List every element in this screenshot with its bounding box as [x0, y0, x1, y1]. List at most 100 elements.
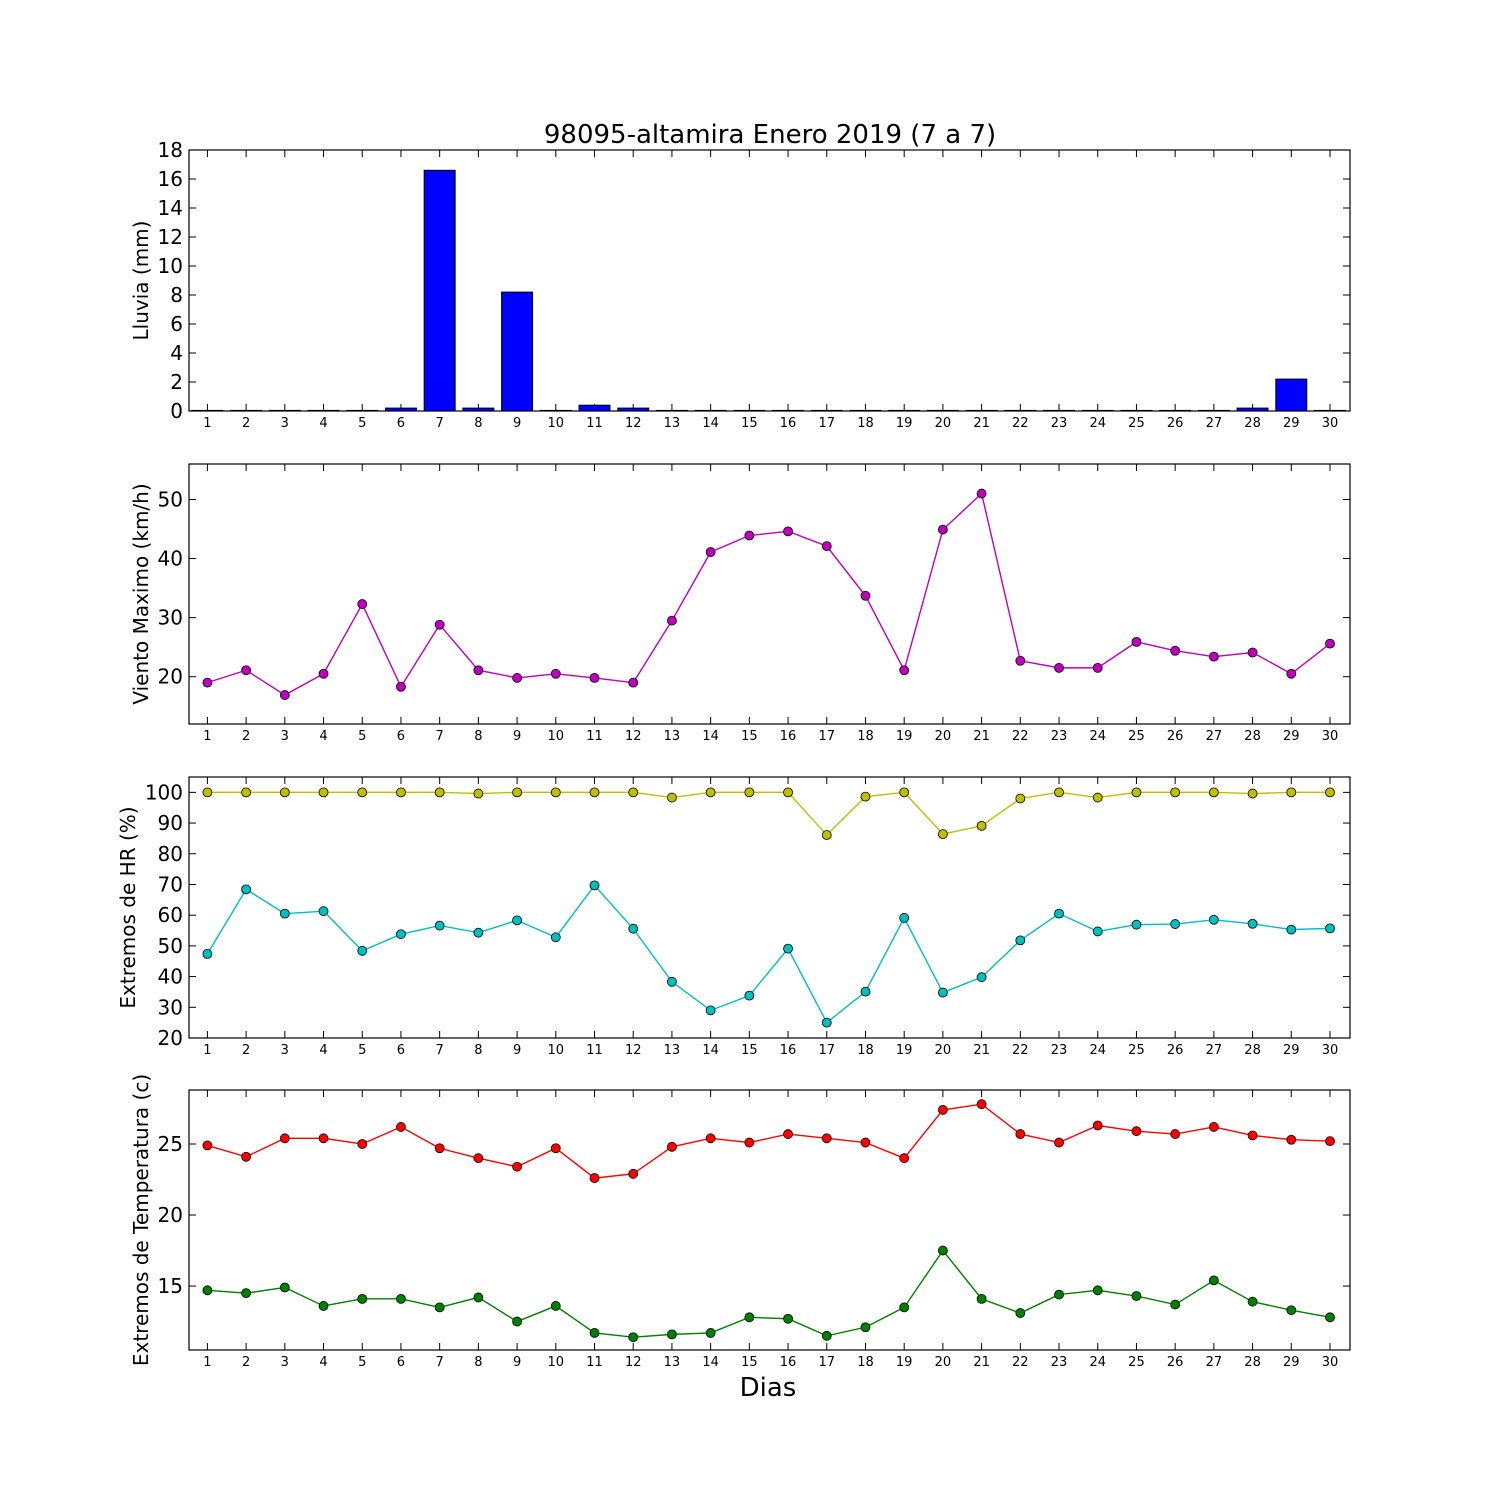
data-point-wind-max — [783, 526, 793, 537]
data-point-hr-min — [705, 1005, 716, 1016]
series-line-temp-min — [207, 1249, 1331, 1338]
x-tick-label: 6 — [397, 1355, 405, 1370]
x-tick-label: 5 — [358, 1043, 366, 1058]
bar — [965, 409, 998, 412]
plot-frame — [188, 463, 1351, 725]
bar — [888, 409, 921, 412]
x-tick-label: 2 — [242, 729, 250, 744]
data-point-temp-max — [279, 1133, 290, 1144]
data-point-temp-min — [744, 1312, 755, 1323]
x-tick-label: 14 — [702, 729, 719, 744]
x-tick-label: 23 — [1051, 1355, 1068, 1370]
y-tick-label: 10 — [158, 254, 183, 278]
data-point-wind-max — [473, 665, 484, 676]
x-tick-label: 9 — [513, 1043, 521, 1058]
x-tick-label: 24 — [1089, 1043, 1106, 1058]
data-point-temp-max — [357, 1139, 368, 1149]
x-tick-label: 13 — [664, 416, 681, 431]
data-point-temp-min — [937, 1245, 948, 1256]
x-tick-label: 4 — [319, 1355, 327, 1370]
data-point-hr-min — [512, 915, 522, 926]
data-point-hr-max — [1015, 793, 1026, 804]
y-tick-label: 2 — [170, 370, 183, 394]
x-tick-label: 18 — [857, 416, 874, 431]
x-tick-label: 26 — [1167, 1043, 1184, 1058]
x-tick-label: 24 — [1089, 729, 1106, 744]
data-point-temp-min — [318, 1301, 329, 1311]
x-tick-label: 8 — [474, 416, 482, 431]
data-point-temp-max — [860, 1137, 871, 1148]
x-tick-label: 27 — [1206, 1355, 1223, 1370]
x-tick-label: 24 — [1089, 1355, 1106, 1370]
y-axis-label: Extremos de Temperatura (c) — [129, 1074, 153, 1366]
x-tick-label: 16 — [780, 416, 797, 431]
x-tick-label: 19 — [896, 729, 913, 744]
data-point-hr-min — [628, 923, 639, 934]
x-tick-label: 19 — [896, 1043, 913, 1058]
data-point-wind-max — [279, 690, 290, 700]
data-point-temp-min — [976, 1293, 987, 1304]
data-point-hr-min — [1208, 914, 1219, 925]
x-tick-label: 1 — [203, 1043, 211, 1058]
x-tick-label: 1 — [203, 416, 211, 431]
data-point-hr-min — [241, 884, 252, 895]
data-point-wind-max — [202, 677, 213, 688]
data-point-temp-min — [1054, 1289, 1064, 1300]
plot-frame — [188, 776, 1351, 1039]
x-tick-label: 29 — [1283, 1355, 1300, 1370]
bar — [733, 409, 766, 412]
data-point-temp-min — [473, 1292, 484, 1303]
bar — [384, 407, 417, 412]
x-tick-label: 2 — [242, 416, 250, 431]
x-axis-label: Dias — [740, 1373, 797, 1403]
data-point-hr-min — [1325, 923, 1335, 934]
data-point-hr-max — [202, 787, 213, 798]
x-tick-label: 19 — [896, 416, 913, 431]
data-point-temp-max — [550, 1143, 561, 1154]
x-tick-label: 28 — [1244, 1043, 1261, 1058]
data-point-hr-min — [318, 906, 329, 917]
x-tick-label: 1 — [203, 1355, 211, 1370]
bar — [1275, 378, 1308, 412]
bar — [307, 409, 340, 412]
y-tick-label: 15 — [158, 1274, 183, 1298]
x-tick-label: 1 — [203, 729, 211, 744]
data-point-temp-min — [357, 1293, 368, 1304]
data-point-hr-max — [512, 787, 522, 798]
data-point-temp-max — [783, 1129, 793, 1139]
x-tick-label: 17 — [818, 729, 835, 744]
x-tick-label: 6 — [397, 416, 405, 431]
y-tick-label: 20 — [158, 1026, 183, 1050]
y-tick-label: 18 — [158, 138, 183, 162]
data-point-hr-min — [821, 1017, 832, 1028]
x-tick-label: 20 — [935, 729, 952, 744]
data-point-temp-max — [1208, 1122, 1219, 1132]
bar — [578, 404, 611, 412]
data-point-temp-max — [1092, 1120, 1103, 1131]
x-tick-label: 9 — [513, 416, 521, 431]
y-axis-label: Lluvia (mm) — [129, 221, 153, 341]
data-point-temp-min — [434, 1302, 445, 1313]
data-point-hr-max — [1092, 792, 1103, 803]
x-tick-label: 20 — [935, 416, 952, 431]
data-point-temp-max — [705, 1133, 716, 1144]
data-point-hr-max — [318, 787, 329, 798]
x-tick-label: 12 — [625, 729, 642, 744]
y-tick-label: 100 — [145, 780, 183, 804]
data-point-hr-min — [1015, 935, 1026, 946]
x-tick-label: 29 — [1283, 729, 1300, 744]
data-point-hr-min — [473, 927, 484, 938]
x-tick-label: 20 — [935, 1355, 952, 1370]
data-point-temp-max — [241, 1151, 252, 1162]
data-point-hr-min — [279, 908, 290, 919]
data-point-wind-max — [1131, 636, 1142, 647]
data-point-hr-max — [628, 787, 639, 798]
data-point-temp-min — [1325, 1312, 1335, 1323]
x-tick-label: 26 — [1167, 1355, 1184, 1370]
x-tick-label: 19 — [896, 1355, 913, 1370]
data-point-hr-max — [279, 787, 290, 798]
x-tick-label: 8 — [474, 1043, 482, 1058]
